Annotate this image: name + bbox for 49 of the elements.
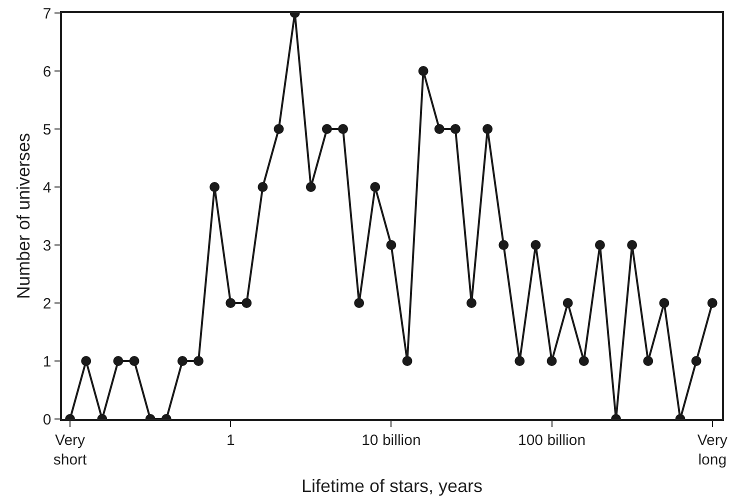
point <box>338 124 348 134</box>
point <box>210 182 220 192</box>
y-tick-label: 6 <box>42 63 52 80</box>
point <box>562 298 573 308</box>
point <box>643 356 654 366</box>
y-tick-label: 3 <box>42 237 52 254</box>
point <box>659 298 670 308</box>
y-tick-label: 1 <box>42 353 52 370</box>
y-tick-label: 2 <box>42 295 52 312</box>
x-tick-label: 1 <box>226 432 235 449</box>
y-tick-label: 5 <box>42 121 52 138</box>
y-tick-label: 7 <box>42 5 52 22</box>
point <box>450 124 460 134</box>
point <box>498 240 509 250</box>
x-axis-title: Lifetime of stars, years <box>301 476 483 496</box>
point <box>177 356 188 366</box>
point <box>691 356 702 366</box>
x-tick-label: Very short <box>53 432 88 468</box>
point <box>434 124 444 134</box>
y-tick-label: 4 <box>42 179 52 196</box>
point <box>354 298 364 308</box>
point <box>627 240 638 250</box>
point <box>242 298 252 308</box>
point <box>546 356 557 366</box>
point <box>578 356 589 366</box>
point <box>370 182 380 192</box>
point <box>418 66 428 76</box>
point <box>129 356 140 366</box>
x-tick-label: 10 billion <box>362 432 421 449</box>
point <box>274 124 284 134</box>
point <box>482 124 493 134</box>
point <box>258 182 268 192</box>
point <box>514 356 525 366</box>
point <box>386 240 396 250</box>
point <box>113 356 124 366</box>
point <box>226 298 236 308</box>
x-tick-label: 100 billion <box>518 432 586 449</box>
point <box>322 124 332 134</box>
y-tick-label: 0 <box>42 411 52 428</box>
point <box>594 240 605 250</box>
point <box>194 356 204 366</box>
x-tick-label: Very long <box>697 432 728 468</box>
point <box>81 356 92 366</box>
y-axis-title: Number of universes <box>14 132 34 300</box>
point <box>530 240 541 250</box>
point <box>466 298 476 308</box>
point <box>707 298 718 308</box>
point <box>306 182 316 192</box>
point <box>402 356 412 366</box>
